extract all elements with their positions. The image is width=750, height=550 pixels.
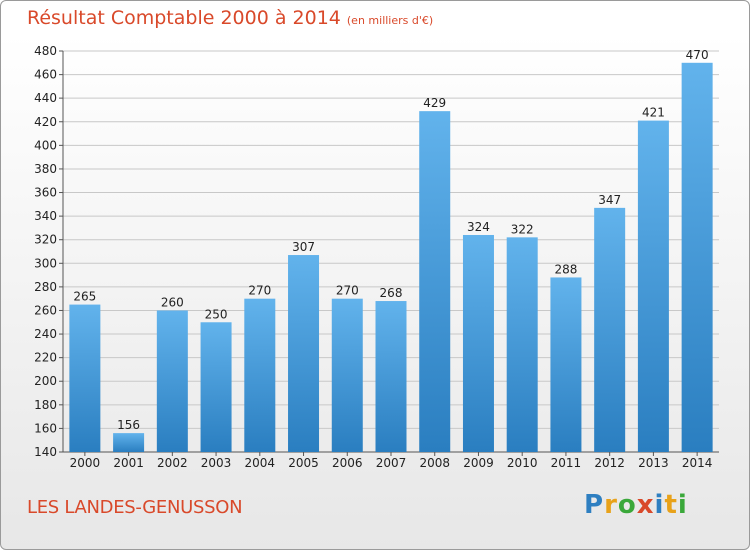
proxiti-logo[interactable]: Proxiti [584,490,688,520]
y-tick-label: 420 [34,115,57,129]
data-label: 156 [117,418,140,432]
bar [681,62,713,452]
y-tick-label: 360 [34,186,57,200]
bar [200,322,232,452]
data-label: 470 [686,48,709,62]
y-tick-label: 480 [34,44,57,58]
y-tick-label: 200 [34,374,57,388]
data-label: 268 [380,286,403,300]
bar [637,120,669,452]
x-tick-label: 2011 [551,456,582,470]
x-tick-label: 2006 [332,456,363,470]
x-tick-label: 2013 [638,456,669,470]
logo-letter: o [617,490,637,520]
chart-subtitle: (en milliers d'€) [346,14,434,27]
data-label: 347 [598,193,621,207]
x-tick-label: 2004 [245,456,276,470]
y-tick-label: 400 [34,138,57,152]
y-tick-label: 180 [34,398,57,412]
y-tick-label: 380 [34,162,57,176]
y-tick-label: 240 [34,327,57,341]
y-tick-label: 440 [34,91,57,105]
logo-letter: x [636,490,655,520]
x-tick-label: 2001 [113,456,144,470]
bar [594,207,626,452]
y-tick-label: 340 [34,209,57,223]
x-tick-label: 2008 [419,456,450,470]
y-tick-label: 160 [34,421,57,435]
logo-letter: i [677,490,688,520]
bar [156,310,188,452]
x-tick-label: 2000 [70,456,101,470]
bar [419,111,451,453]
y-tick-label: 320 [34,233,57,247]
x-tick-label: 2002 [157,456,188,470]
chart-title-text: Résultat Comptable 2000 à 2014 [27,7,341,29]
y-tick-label: 460 [34,68,57,82]
data-label: 322 [511,222,534,236]
data-label: 288 [554,262,577,276]
logo-letter: r [604,490,618,520]
data-label: 421 [642,106,665,120]
bar [69,304,101,452]
bar [462,234,494,452]
data-label: 250 [205,307,228,321]
bar [550,277,582,452]
bar [113,433,145,452]
y-tick-label: 220 [34,351,57,365]
bar [288,255,320,452]
logo-letter: P [584,490,605,520]
bar [375,301,407,452]
y-tick-label: 280 [34,280,57,294]
data-label: 307 [292,240,315,254]
labels: 140 160 180 200 220 240 260 280 300 320 340 360 380 4… [34,44,712,470]
chart-title: Résultat Comptable 2000 à 2014 (en millie… [27,7,433,29]
bar [331,298,363,452]
commune-name: LES LANDES-GENUSSON [27,497,243,518]
bar [244,298,276,452]
data-label: 260 [161,295,184,309]
x-tick-label: 2012 [594,456,625,470]
data-label: 270 [336,284,359,298]
y-tick-label: 140 [34,445,57,459]
x-tick-label: 2010 [507,456,538,470]
bars [69,62,713,453]
bar [506,237,538,452]
data-label: 429 [423,96,446,110]
x-tick-label: 2005 [288,456,319,470]
x-tick-label: 2007 [376,456,407,470]
data-label: 265 [73,290,96,304]
data-label: 270 [248,284,271,298]
logo-letter: t [664,490,678,520]
x-tick-label: 2014 [682,456,713,470]
x-tick-label: 2009 [463,456,494,470]
data-label: 324 [467,220,490,234]
logo-letter: i [654,490,665,520]
y-tick-label: 260 [34,303,57,317]
x-tick-label: 2003 [201,456,232,470]
y-tick-label: 300 [34,256,57,270]
